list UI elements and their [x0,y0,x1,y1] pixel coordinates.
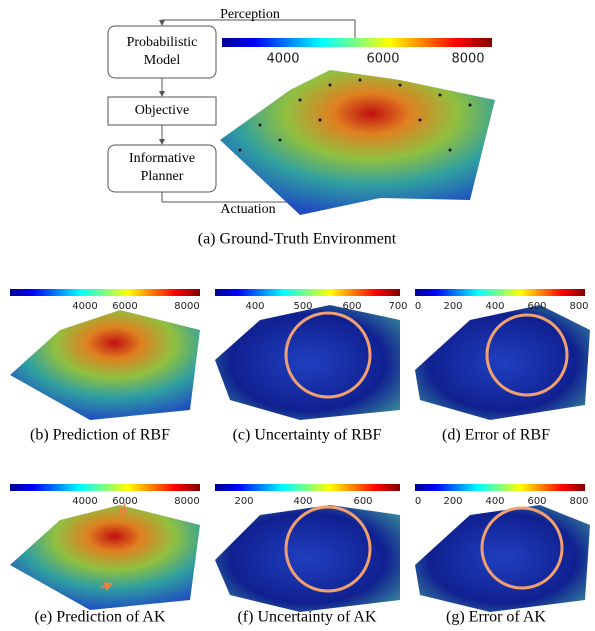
node-box [107,96,217,126]
colorbar [222,38,492,47]
colorbar-tick-label: 400 [293,496,312,507]
caption: (d) Error of RBF [442,427,550,444]
node-label: Informative [129,151,195,166]
highlight-circles [284,311,569,593]
caption: (c) Uncertainty of RBF [233,427,382,444]
colorbar-tick-label: 0 [415,301,421,312]
surface [220,70,495,215]
node-label: Probabilistic [127,35,198,50]
perception-loop [159,19,356,38]
colorbar-tick-label: 800 [569,301,588,312]
colorbar-tick-label: 800 [569,496,588,507]
colorbar-tick-label: 200 [443,301,462,312]
colorbar-tick-label: 700 [388,301,407,312]
colorbar-tick-label: 0 [415,496,421,507]
surface [215,505,400,612]
surface [215,305,400,420]
colorbar-tick-label: 4000 [72,301,97,312]
colorbar [415,484,585,491]
colorbar [415,289,585,296]
colorbar-tick-label: 6000 [112,301,137,312]
caption: (e) Prediction of AK [34,609,166,626]
colorbar-tick-label: 500 [293,301,312,312]
arrow [119,502,129,518]
perception-label: Perception [220,7,280,22]
colorbar-tick-label: 400 [485,301,504,312]
node-label: Objective [135,103,189,118]
node-label: Model [144,53,181,68]
colorbar-tick-label: 600 [527,301,546,312]
colorbar-tick-label: 6000 [366,52,399,67]
colorbar [10,484,200,491]
actuation-label: Actuation [220,202,275,217]
colorbar [215,484,400,491]
node-label: Planner [141,169,184,184]
colorbar-tick-label: 600 [527,496,546,507]
arrow [99,582,114,591]
caption: (f) Uncertainty of AK [237,609,377,626]
surface [10,310,200,420]
colorbar-tick-label: 200 [234,496,253,507]
caption: (a) Ground-Truth Environment [198,231,397,248]
colorbar-tick-label: 8000 [174,301,199,312]
caption: (g) Error of AK [446,609,546,626]
surface [415,505,590,612]
colorbar-tick-label: 8000 [451,52,484,67]
samples [238,78,472,152]
colorbar [215,289,400,296]
colorbar-tick-label: 400 [245,301,264,312]
colorbar [10,289,200,296]
colorbar-tick-label: 4000 [266,52,299,67]
colorbar-tick-label: 6000 [112,496,137,507]
colorbar-tick-label: 8000 [174,496,199,507]
colorbar-tick-label: 600 [342,301,361,312]
caption: (b) Prediction of RBF [30,427,170,444]
colorbar-tick-label: 400 [485,496,504,507]
colorbar-tick-label: 200 [443,496,462,507]
surface [10,505,200,610]
node-box [107,25,217,79]
colorbar-tick-label: 600 [353,496,372,507]
colorbar-tick-label: 4000 [72,496,97,507]
